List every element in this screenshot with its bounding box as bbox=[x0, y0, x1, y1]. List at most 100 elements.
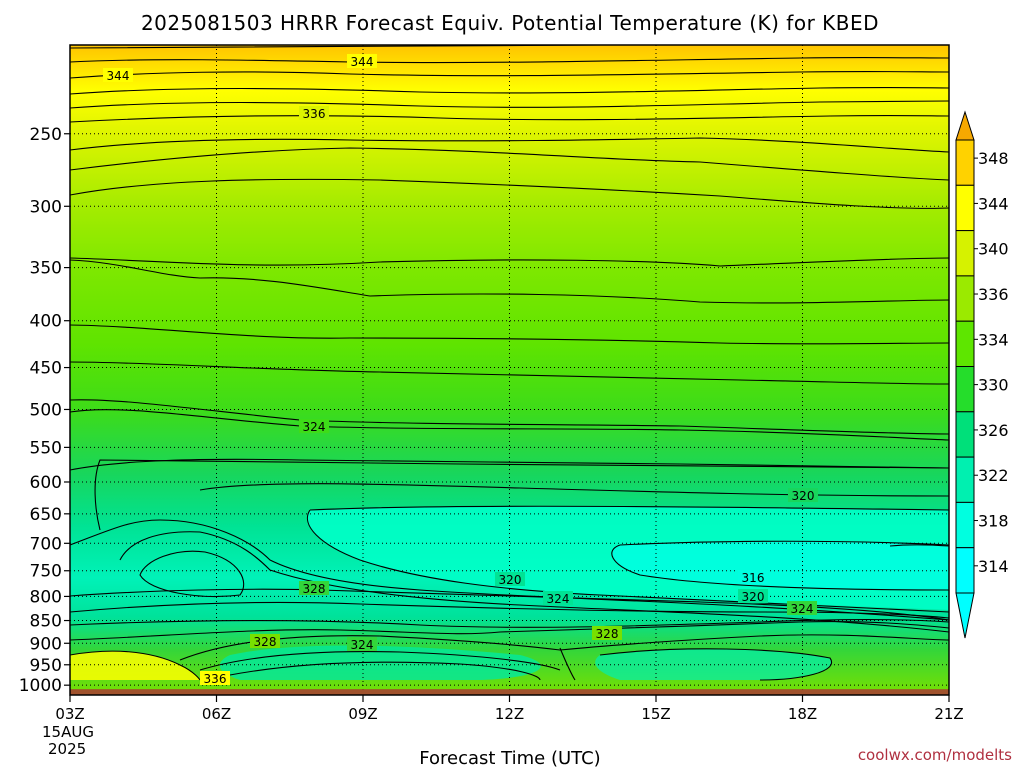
contour-line bbox=[199, 483, 949, 497]
contour-label: 328 bbox=[303, 582, 326, 596]
colorbar-label: 330 bbox=[978, 376, 1009, 395]
y-tick-label: 950 bbox=[30, 656, 62, 676]
contour-line bbox=[889, 544, 949, 547]
y-tick-label: 900 bbox=[30, 634, 62, 654]
colorbar-top-arrow bbox=[955, 110, 975, 141]
chart-title: 2025081503 HRRR Forecast Equiv. Potentia… bbox=[141, 11, 879, 35]
contour-label: 336 bbox=[204, 672, 227, 686]
contour-line bbox=[70, 409, 949, 441]
x-tick-label: 21Z bbox=[934, 705, 963, 723]
x-tick-label: 03Z bbox=[55, 705, 84, 723]
surface-warm-region bbox=[70, 651, 200, 680]
contour-label: 320 bbox=[499, 573, 522, 587]
contour-label: 324 bbox=[303, 420, 326, 434]
colorbar-label: 314 bbox=[978, 557, 1009, 576]
colorbar-segment bbox=[955, 275, 975, 322]
y-tick-label: 750 bbox=[30, 562, 62, 582]
contour-line bbox=[229, 661, 541, 681]
contour-line bbox=[70, 178, 949, 209]
contour-line bbox=[70, 137, 949, 153]
x-start-date-year: 2025 bbox=[48, 740, 86, 758]
colorbar-label: 318 bbox=[978, 512, 1009, 531]
contour-label: 344 bbox=[107, 69, 130, 83]
y-tick-label: 1000 bbox=[19, 676, 62, 696]
colorbar-segment bbox=[955, 366, 975, 413]
colorbar-label: 336 bbox=[978, 285, 1009, 304]
y-tick-label: 550 bbox=[30, 438, 62, 458]
low-theta-e-core bbox=[611, 541, 949, 590]
contour-labels: 344 344 336 324 320 320 316 320 324 324 … bbox=[103, 54, 818, 686]
contour-label: 328 bbox=[596, 627, 619, 641]
y-tick-label: 300 bbox=[30, 197, 62, 217]
colorbar-segment bbox=[955, 230, 975, 277]
contour-line bbox=[70, 601, 949, 619]
colorbar-segment bbox=[955, 184, 975, 232]
y-tick-label: 850 bbox=[30, 612, 62, 632]
y-tick-label: 700 bbox=[30, 534, 62, 554]
contour-line bbox=[70, 87, 949, 95]
contour-line bbox=[70, 115, 949, 123]
contour-line bbox=[70, 324, 949, 345]
y-tick-label: 800 bbox=[30, 587, 62, 607]
contour-line bbox=[70, 100, 949, 109]
contour-label: 324 bbox=[351, 638, 374, 652]
colorbar-segment bbox=[955, 411, 975, 458]
colorbar-label: 340 bbox=[978, 240, 1009, 259]
contour-label: 344 bbox=[351, 55, 374, 69]
y-tick-label: 350 bbox=[30, 259, 62, 279]
contour-line bbox=[70, 619, 949, 628]
contour-label: 320 bbox=[792, 489, 815, 503]
contour-line bbox=[70, 259, 949, 304]
x-tick-label: 09Z bbox=[348, 705, 377, 723]
contour-label: 328 bbox=[254, 635, 277, 649]
colorbar-label: 334 bbox=[978, 330, 1009, 349]
x-tick-label: 06Z bbox=[202, 705, 231, 723]
contour-label: 336 bbox=[303, 107, 326, 121]
x-start-date-day: 15AUG bbox=[42, 723, 94, 741]
colorbar-label: 326 bbox=[978, 421, 1009, 440]
y-tick-label: 600 bbox=[30, 473, 62, 493]
contour-label: 320 bbox=[742, 590, 765, 604]
y-axis: 2503003504004505005506006507007508008509… bbox=[19, 125, 70, 696]
credit-link[interactable]: coolwx.com/modelts bbox=[858, 746, 1012, 764]
x-tick-label: 12Z bbox=[495, 705, 524, 723]
contour-line bbox=[70, 361, 949, 385]
ground-strip bbox=[70, 689, 949, 695]
x-axis: 03Z 06Z 09Z 12Z 15Z 18Z 21Z bbox=[55, 695, 964, 723]
grid-lines bbox=[70, 45, 949, 695]
colorbar-segment bbox=[955, 547, 975, 594]
contour-line bbox=[619, 540, 949, 546]
contour-line bbox=[70, 147, 949, 181]
low-level-pocket bbox=[595, 648, 832, 680]
contour-label: 324 bbox=[547, 592, 570, 606]
contour-line bbox=[70, 57, 949, 64]
contour-line bbox=[70, 519, 949, 621]
x-tick-label: 15Z bbox=[641, 705, 670, 723]
colorbar-label: 348 bbox=[978, 149, 1009, 168]
contour-line bbox=[70, 399, 949, 435]
contour-label: 316 bbox=[742, 571, 765, 585]
y-tick-label: 500 bbox=[30, 400, 62, 420]
contour-line bbox=[70, 650, 201, 681]
contour-line bbox=[70, 620, 949, 641]
contour-line bbox=[199, 651, 561, 671]
colorbar-label: 322 bbox=[978, 466, 1009, 485]
contour-line bbox=[70, 588, 949, 621]
x-axis-label: Forecast Time (UTC) bbox=[419, 748, 600, 768]
contour-line bbox=[309, 505, 949, 511]
colorbar-label: 344 bbox=[978, 194, 1009, 213]
colorbar-bottom-arrow bbox=[955, 592, 975, 639]
y-tick-label: 650 bbox=[30, 505, 62, 525]
contour-line bbox=[139, 550, 245, 598]
y-tick-label: 450 bbox=[30, 359, 62, 379]
contour-label: 324 bbox=[791, 602, 814, 616]
colorbar-segment bbox=[955, 456, 975, 503]
colorbar-segment bbox=[955, 501, 975, 549]
colorbar: 348 344 340 336 334 330 326 322 318 314 bbox=[955, 110, 1009, 639]
contour-line bbox=[559, 647, 576, 681]
contour-line bbox=[611, 544, 949, 591]
contour-line bbox=[179, 634, 949, 661]
y-tick-label: 400 bbox=[30, 312, 62, 332]
colorbar-segment bbox=[955, 320, 975, 368]
